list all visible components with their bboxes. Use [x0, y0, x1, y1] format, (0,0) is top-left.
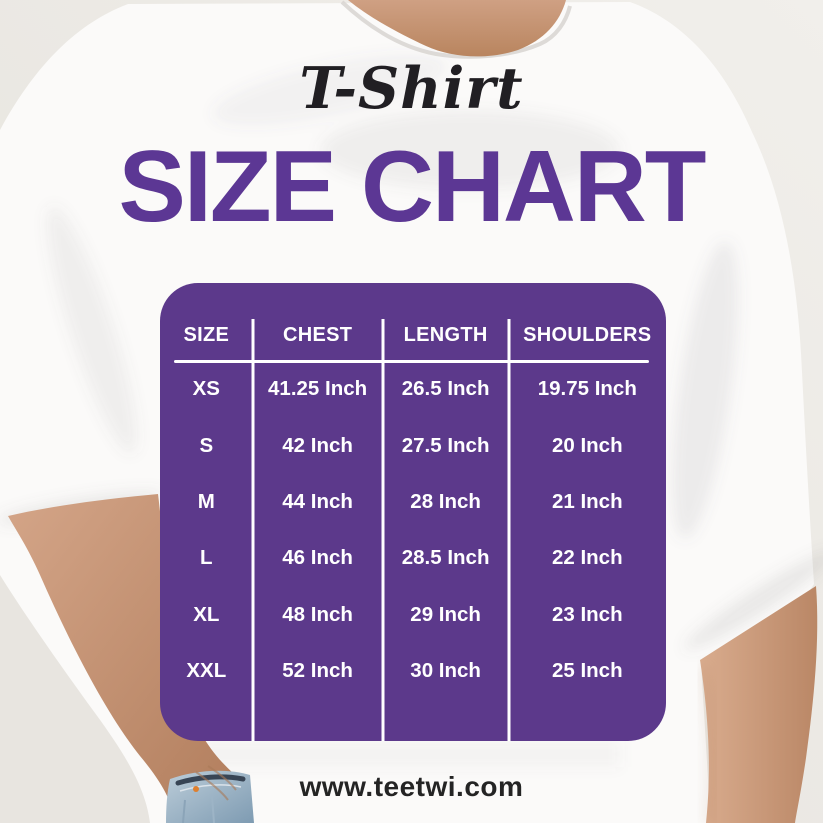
right-arm: [700, 586, 818, 823]
column-header-shoulders: SHOULDERS: [523, 323, 652, 346]
table-cell-shoulders: 22 Inch: [551, 546, 623, 570]
table-cell-shoulders: 23 Inch: [551, 602, 623, 626]
table-cell-chest: 46 Inch: [282, 546, 353, 570]
header-divider-line: [174, 360, 649, 363]
collar-seam: [340, 0, 572, 59]
table-cell-chest: 44 Inch: [282, 489, 353, 513]
hand-fingers: [195, 765, 237, 801]
table-cell-chest: 41.25 Inch: [268, 377, 368, 401]
page-title: SIZE CHART: [118, 131, 707, 243]
left-arm: [8, 494, 253, 823]
table-cell-size: XXL: [186, 659, 227, 683]
table-cell-size: XS: [192, 377, 220, 401]
table-cell-size: S: [199, 433, 214, 457]
column-header-chest: CHEST: [282, 323, 353, 346]
table-cell-size: XL: [193, 602, 220, 626]
website-url: www.teetwi.com: [299, 771, 524, 802]
table-cell-length: 28 Inch: [410, 489, 481, 513]
table-cell-shoulders: 25 Inch: [551, 659, 623, 683]
script-title: T-Shirt: [299, 55, 524, 122]
size-chart-panel: SIZE CHEST LENGTH SHOULDERS XS 41.25 Inc…: [160, 283, 666, 741]
column-divider-3: [507, 319, 511, 741]
table-cell-chest: 52 Inch: [282, 659, 353, 683]
neck: [348, 0, 566, 57]
table-cell-shoulders: 20 Inch: [551, 433, 623, 457]
table-cell-size: L: [200, 546, 213, 570]
wall-bottom-left: [0, 575, 150, 823]
table-cell-chest: 48 Inch: [282, 602, 353, 626]
table-cell-length: 29 Inch: [410, 602, 481, 626]
table-cell-length: 26.5 Inch: [401, 377, 490, 401]
table-cell-length: 27.5 Inch: [401, 433, 490, 457]
column-divider-2: [381, 319, 385, 741]
right-arm-shadow: [700, 665, 715, 823]
column-header-size: SIZE: [183, 323, 230, 346]
table-cell-size: M: [197, 489, 215, 513]
column-header-length: LENGTH: [403, 323, 488, 346]
table-cell-shoulders: 21 Inch: [551, 489, 623, 513]
table-cell-length: 30 Inch: [410, 659, 481, 683]
pocket-rivet: [193, 786, 199, 792]
table-cell-chest: 42 Inch: [282, 433, 353, 457]
column-divider-1: [251, 319, 255, 741]
table-cell-length: 28.5 Inch: [401, 546, 490, 570]
table-cell-shoulders: 19.75 Inch: [537, 377, 637, 401]
size-table: SIZE CHEST LENGTH SHOULDERS XS 41.25 Inc…: [160, 283, 666, 741]
